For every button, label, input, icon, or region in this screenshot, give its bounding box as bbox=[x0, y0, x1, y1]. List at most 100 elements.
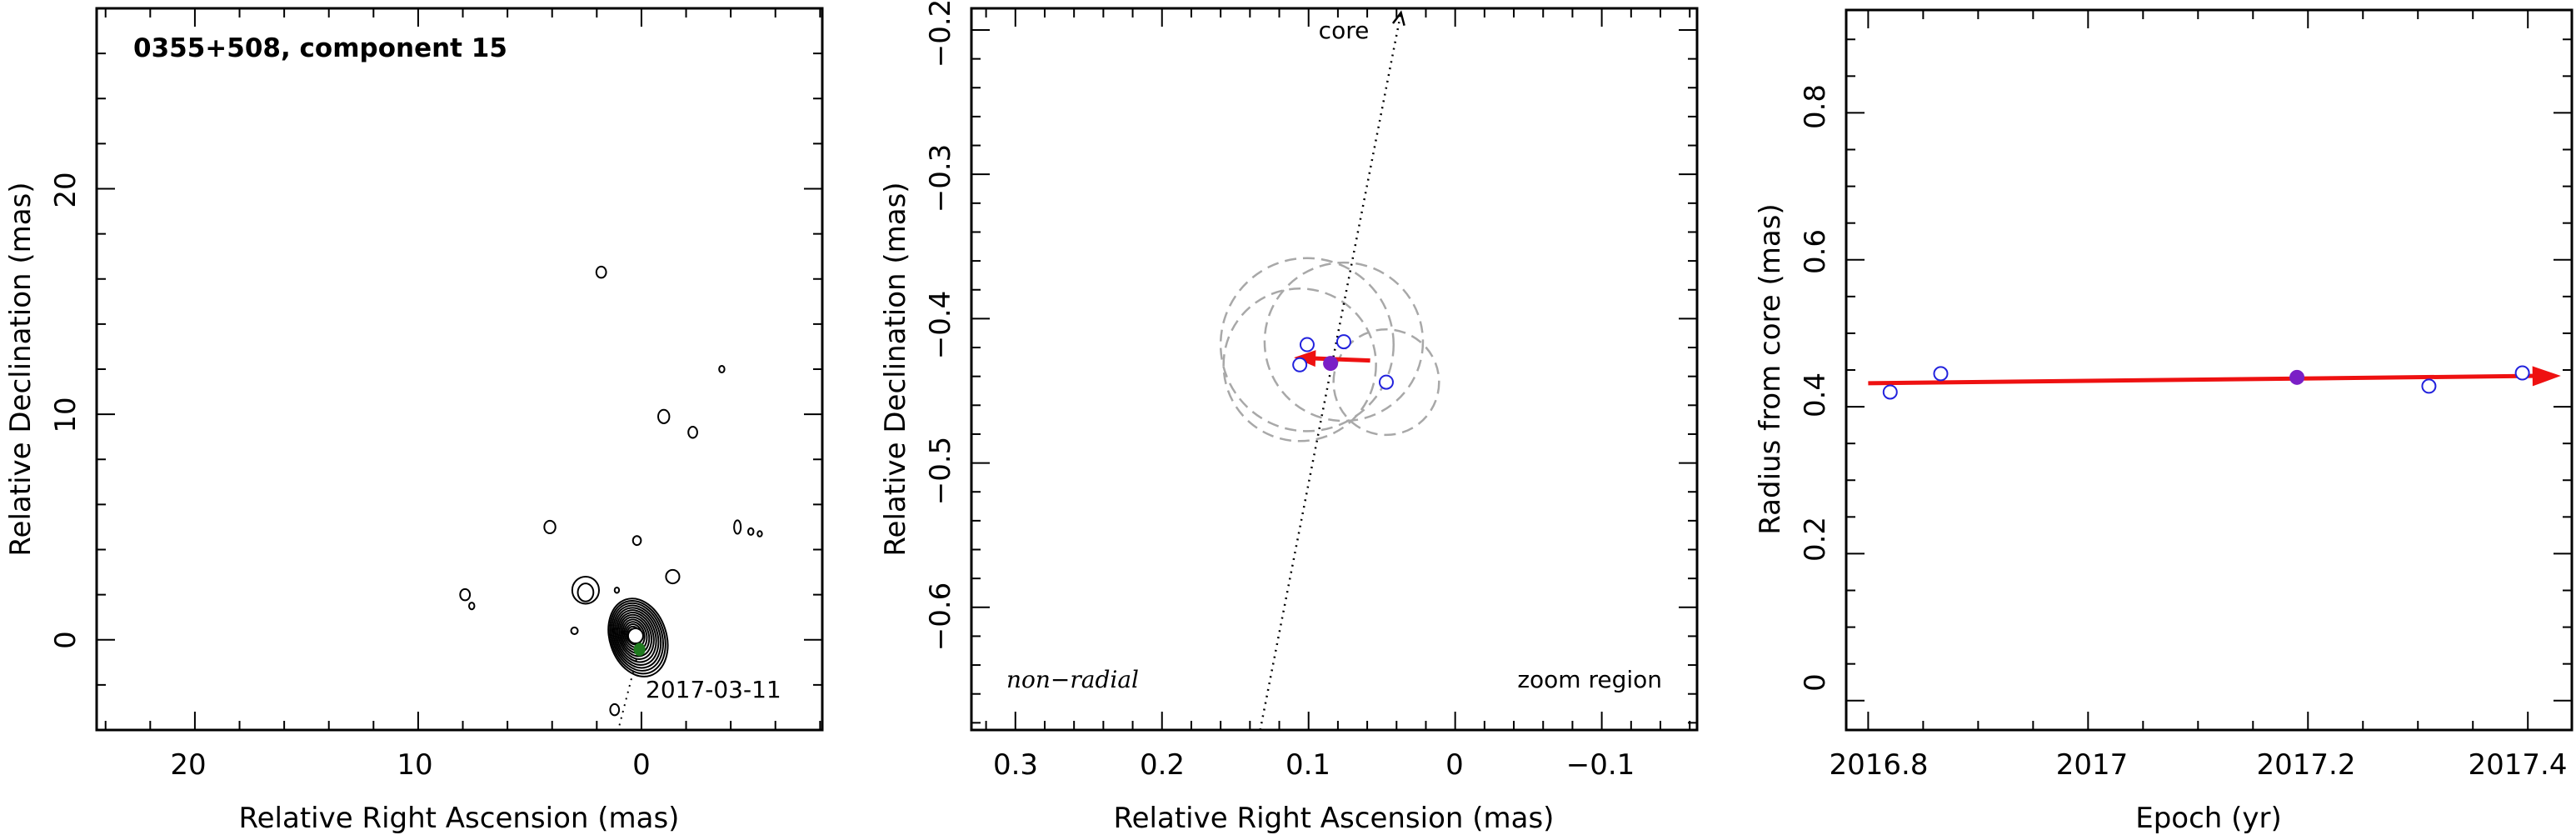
p2-points bbox=[1292, 334, 1394, 390]
contour-island bbox=[577, 582, 595, 602]
p3-fit-arrow bbox=[1868, 366, 2561, 387]
contour-island bbox=[687, 426, 698, 439]
epoch-point bbox=[1299, 337, 1315, 352]
p2-nonradial-label: non−radial bbox=[1006, 666, 1139, 693]
current-epoch-point bbox=[2289, 369, 2305, 385]
p1-main-contours bbox=[607, 598, 669, 678]
contour-island bbox=[733, 519, 742, 535]
p1-ytick-20: 20 bbox=[49, 172, 82, 208]
p3-ylabel: Radius from core (mas) bbox=[1754, 203, 1787, 534]
p2-core-label: core bbox=[1319, 17, 1370, 44]
p1-xlabel: Relative Right Ascension (mas) bbox=[239, 802, 680, 835]
p2-plot-content bbox=[1219, 12, 1440, 730]
motion-arrow-head bbox=[1294, 350, 1316, 368]
p1-ylabel: Relative Declination (mas) bbox=[4, 182, 37, 556]
contour-island bbox=[595, 265, 607, 279]
p2-xtick-0: 0 bbox=[1445, 748, 1464, 782]
contour-island bbox=[657, 408, 671, 424]
p2-ytick-m0.4: −0.4 bbox=[924, 291, 957, 360]
p2-core-arrowhead bbox=[1391, 10, 1405, 26]
p2-ytick-m0.3: −0.3 bbox=[924, 144, 957, 213]
p1-axes-frame bbox=[95, 7, 824, 732]
core-contour bbox=[612, 604, 662, 669]
p1-ytick-0: 0 bbox=[49, 631, 82, 649]
radius-point bbox=[1882, 384, 1898, 400]
p3-ytick-0.2: 0.2 bbox=[1799, 517, 1832, 562]
p1-component-marker bbox=[633, 642, 646, 657]
contour-island bbox=[747, 527, 755, 536]
p3-xtick-2017.4: 2017.4 bbox=[2469, 748, 2568, 782]
p2-ticks bbox=[971, 8, 1697, 730]
error-circle bbox=[1263, 261, 1425, 422]
p3-ytick-0.8: 0.8 bbox=[1799, 84, 1832, 129]
contour-island bbox=[570, 626, 579, 635]
panel-zoom-region: 0.3 0.2 0.1 0 −0.1 −0.2 −0.3 −0.4 −0.5 −… bbox=[879, 0, 1699, 835]
p3-ticks bbox=[1846, 10, 2572, 730]
p3-ytick-0.6: 0.6 bbox=[1799, 229, 1832, 274]
contour-island bbox=[468, 602, 476, 611]
panel-contour-map: 20 10 0 0 10 20 Relative Right Ascension… bbox=[4, 7, 824, 835]
p2-zoom-label: zoom region bbox=[1517, 666, 1662, 693]
p2-error-circles bbox=[1219, 257, 1440, 442]
p1-plot-content bbox=[459, 265, 763, 730]
fit-line bbox=[1868, 373, 2539, 386]
fit-arrow-head bbox=[2532, 366, 2561, 387]
motion-arrow-shaft bbox=[1310, 356, 1370, 363]
core-contour bbox=[611, 602, 664, 672]
p2-xtick-0.2: 0.2 bbox=[1140, 748, 1185, 782]
core-contour bbox=[618, 613, 653, 658]
contour-island bbox=[632, 535, 642, 547]
p1-ytick-10: 10 bbox=[49, 397, 82, 432]
p3-xtick-2016.8: 2016.8 bbox=[1830, 748, 1929, 782]
p2-ylabel: Relative Declination (mas) bbox=[879, 182, 912, 556]
p2-xlabel: Relative Right Ascension (mas) bbox=[1114, 802, 1555, 835]
error-circle bbox=[1222, 288, 1377, 442]
p2-xtick-m0.1: −0.1 bbox=[1566, 748, 1635, 782]
p3-xlabel: Epoch (yr) bbox=[2135, 802, 2282, 835]
contour-island bbox=[756, 530, 763, 538]
contour-island bbox=[613, 586, 621, 594]
contour-island bbox=[609, 702, 621, 717]
p2-xtick-0.1: 0.1 bbox=[1286, 748, 1330, 782]
core-contour bbox=[615, 609, 657, 663]
core-contour bbox=[607, 598, 669, 678]
p3-xtick-2017: 2017 bbox=[2056, 748, 2129, 782]
core-contour bbox=[613, 607, 660, 666]
p2-xtick-0.3: 0.3 bbox=[993, 748, 1038, 782]
epoch-point bbox=[1292, 357, 1308, 372]
core-contour bbox=[609, 600, 666, 675]
p3-plot-content bbox=[1868, 365, 2561, 400]
p2-core-direction-line bbox=[1259, 12, 1402, 730]
error-circle bbox=[1219, 257, 1395, 432]
contour-island bbox=[543, 519, 557, 535]
p2-ytick-m0.6: −0.6 bbox=[924, 582, 957, 652]
p3-ytick-0: 0 bbox=[1799, 673, 1832, 692]
current-epoch-point bbox=[1323, 356, 1339, 372]
p3-ytick-0.4: 0.4 bbox=[1799, 372, 1832, 418]
contour-island bbox=[459, 588, 472, 602]
radius-point bbox=[1933, 366, 1949, 382]
p3-points bbox=[1882, 365, 2530, 400]
p3-xtick-2017.2: 2017.2 bbox=[2257, 748, 2356, 782]
p1-xtick-0: 0 bbox=[632, 748, 651, 782]
p1-xtick-20: 20 bbox=[170, 748, 206, 782]
p1-contour-islands bbox=[459, 265, 763, 717]
core-contour bbox=[617, 612, 655, 660]
p1-epoch-label: 2017-03-11 bbox=[646, 676, 781, 703]
radius-point bbox=[2421, 378, 2437, 394]
p1-xtick-10: 10 bbox=[397, 748, 432, 782]
p2-motion-arrow bbox=[1294, 350, 1370, 368]
p2-ytick-m0.2: −0.2 bbox=[924, 0, 957, 68]
p3-axes-frame bbox=[1845, 8, 2574, 732]
contour-island bbox=[718, 364, 726, 374]
radius-point bbox=[2514, 365, 2530, 381]
panel-radius-vs-epoch: 2016.8 2017 2017.2 2017.4 0 0.2 0.4 0.6 … bbox=[1754, 8, 2574, 835]
error-circle bbox=[1332, 328, 1440, 437]
contour-island bbox=[571, 575, 600, 605]
p1-title: 0355+508, component 15 bbox=[133, 33, 507, 63]
core-contour bbox=[627, 628, 644, 645]
p2-ytick-m0.5: −0.5 bbox=[924, 437, 957, 506]
epoch-point bbox=[1335, 334, 1351, 350]
epoch-point bbox=[1378, 374, 1394, 390]
